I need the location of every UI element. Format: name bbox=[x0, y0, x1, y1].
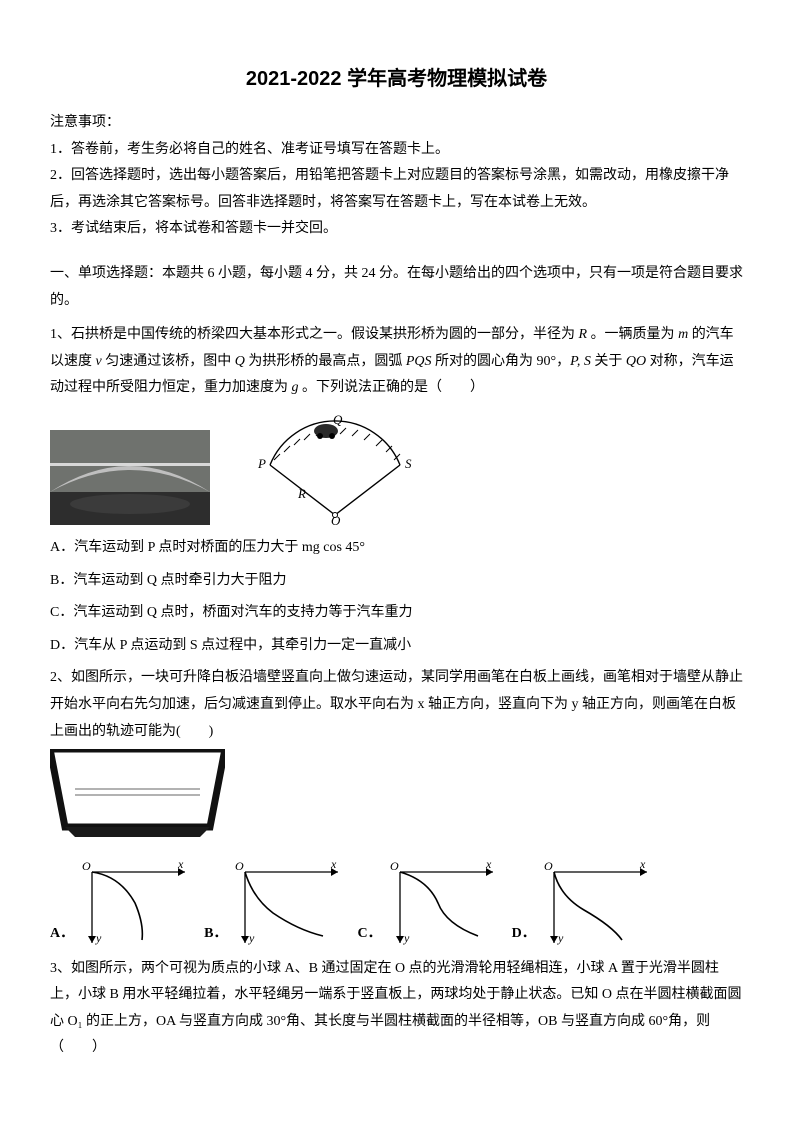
whiteboard-icon bbox=[50, 749, 225, 839]
svg-text:x: x bbox=[485, 858, 492, 871]
q1-option-b: B．汽车运动到 Q 点时牵引力大于阻力 bbox=[50, 568, 743, 595]
page-title: 2021-2022 学年高考物理模拟试卷 bbox=[50, 60, 743, 98]
question-1: 1、石拱桥是中国传统的桥梁四大基本形式之一。假设某拱形桥为圆的一部分，半径为 R… bbox=[50, 322, 743, 659]
svg-text:O: O bbox=[390, 859, 399, 873]
svg-text:x: x bbox=[639, 858, 646, 871]
instruction-item: 1．答卷前，考生务必将自己的姓名、准考证号填写在答题卡上。 bbox=[50, 137, 743, 164]
q3-stem: 3、如图所示，两个可视为质点的小球 A、B 通过固定在 O 点的光滑滑轮用轻绳相… bbox=[50, 956, 743, 1062]
q1-stem: 1、石拱桥是中国传统的桥梁四大基本形式之一。假设某拱形桥为圆的一部分，半径为 R… bbox=[50, 322, 743, 402]
label-R: R bbox=[297, 486, 306, 501]
instructions-block: 注意事项： 1．答卷前，考生务必将自己的姓名、准考证号填写在答题卡上。 2．回答… bbox=[50, 110, 743, 243]
q1-options: A．汽车运动到 P 点时对桥面的压力大于 mg cos 45° B．汽车运动到 … bbox=[50, 535, 743, 659]
svg-text:O: O bbox=[235, 859, 244, 873]
q2-option-a: A． O x y bbox=[50, 858, 190, 948]
q2-option-b: B． O x y bbox=[204, 858, 343, 948]
curve-d-icon: O x y bbox=[542, 858, 652, 948]
curve-a-icon: O x y bbox=[80, 858, 190, 948]
q2-option-d: D． O x y bbox=[512, 858, 652, 948]
question-2: 2、如图所示，一块可升降白板沿墙壁竖直向上做匀速运动，某同学用画笔在白板上画线，… bbox=[50, 665, 743, 947]
q2-option-c: C． O x y bbox=[357, 858, 497, 948]
instruction-item: 3．考试结束后，将本试卷和答题卡一并交回。 bbox=[50, 216, 743, 243]
svg-text:x: x bbox=[330, 858, 337, 871]
q1-option-a: A．汽车运动到 P 点时对桥面的压力大于 mg cos 45° bbox=[50, 535, 743, 562]
arc-diagram-icon: Q P S O R bbox=[230, 410, 440, 525]
instruction-item: 2．回答选择题时，选出每小题答案后，用铅笔把答题卡上对应题目的答案标号涂黑，如需… bbox=[50, 163, 743, 216]
svg-text:y: y bbox=[248, 931, 255, 945]
label-Q: Q bbox=[333, 412, 343, 427]
label-P: P bbox=[257, 456, 266, 471]
svg-text:O: O bbox=[544, 859, 553, 873]
svg-text:x: x bbox=[177, 858, 184, 871]
q2-option-graphs: A． O x y B． O x y bbox=[50, 858, 743, 948]
instructions-heading: 注意事项： bbox=[50, 110, 743, 137]
curve-c-icon: O x y bbox=[388, 858, 498, 948]
bridge-photo-icon bbox=[50, 430, 210, 525]
q1-option-d: D．汽车从 P 点运动到 S 点过程中，其牵引力一定一直减小 bbox=[50, 633, 743, 660]
svg-text:y: y bbox=[95, 931, 102, 945]
section-header: 一、单项选择题：本题共 6 小题，每小题 4 分，共 24 分。在每小题给出的四… bbox=[50, 261, 743, 314]
q1-option-c: C．汽车运动到 Q 点时，桥面对汽车的支持力等于汽车重力 bbox=[50, 600, 743, 627]
svg-text:y: y bbox=[557, 931, 564, 945]
q2-stem: 2、如图所示，一块可升降白板沿墙壁竖直向上做匀速运动，某同学用画笔在白板上画线，… bbox=[50, 665, 743, 745]
question-3: 3、如图所示，两个可视为质点的小球 A、B 通过固定在 O 点的光滑滑轮用轻绳相… bbox=[50, 956, 743, 1062]
curve-b-icon: O x y bbox=[233, 858, 343, 948]
svg-text:y: y bbox=[403, 931, 410, 945]
q1-figures: Q P S O R bbox=[50, 410, 743, 525]
label-S: S bbox=[405, 456, 412, 471]
svg-text:O: O bbox=[82, 859, 91, 873]
